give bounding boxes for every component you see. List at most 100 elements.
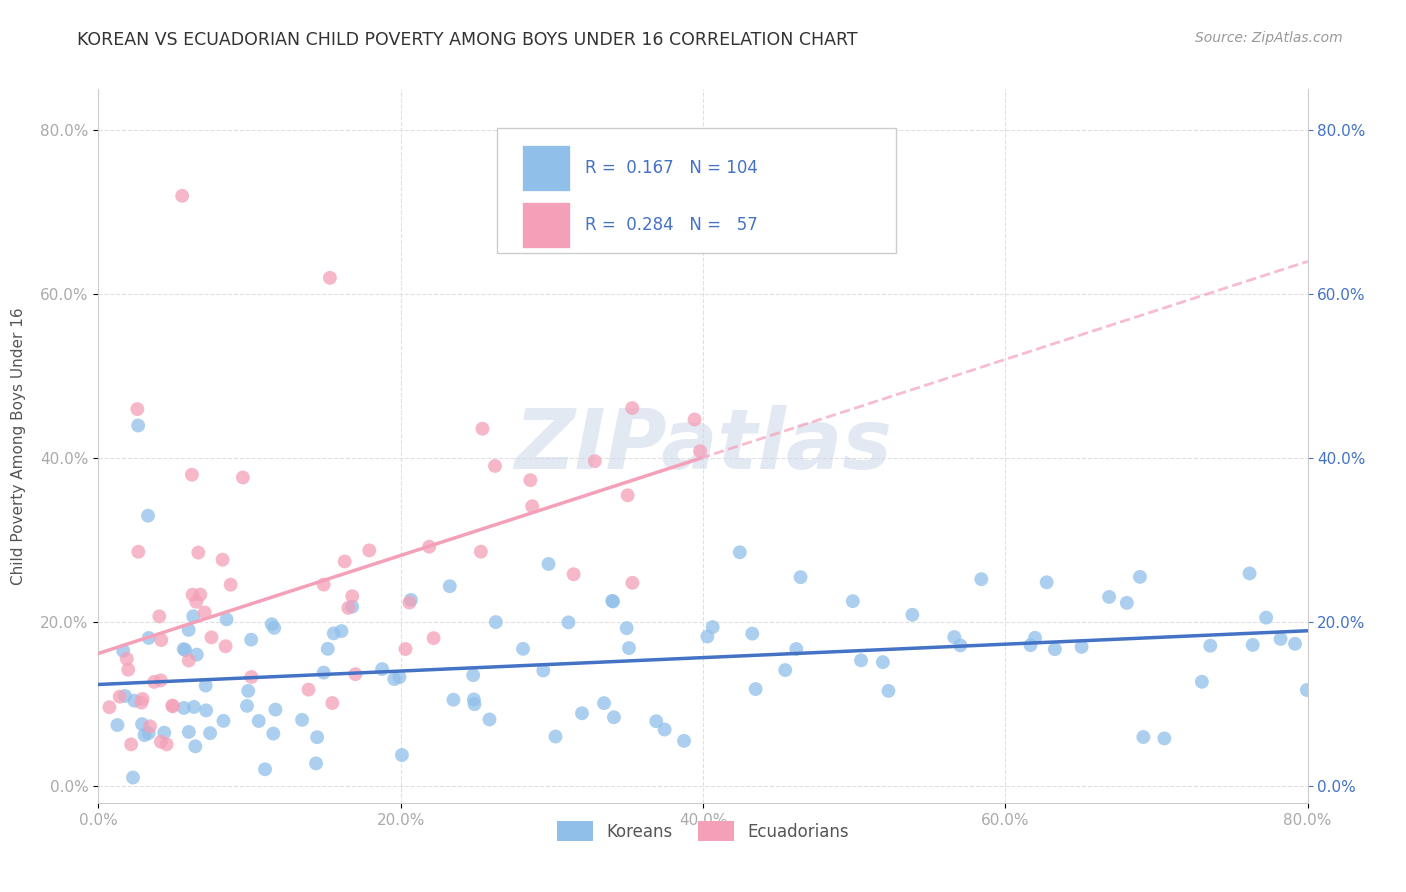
Point	[645, 714, 668, 729]
Point	[398, 595, 420, 609]
Point	[470, 544, 492, 558]
Point	[212, 714, 235, 728]
Point	[173, 701, 195, 715]
Point	[1199, 639, 1222, 653]
Point	[262, 726, 284, 740]
Text: R =  0.167   N = 104: R = 0.167 N = 104	[585, 159, 758, 177]
Point	[162, 699, 184, 714]
Point	[617, 641, 640, 656]
Point	[471, 422, 494, 436]
Point	[307, 730, 329, 744]
Point	[117, 663, 139, 677]
Point	[603, 710, 626, 724]
Point	[247, 714, 270, 728]
Point	[872, 655, 894, 669]
Point	[689, 444, 711, 458]
Text: R =  0.284   N =   57: R = 0.284 N = 57	[585, 216, 758, 234]
Point	[297, 682, 319, 697]
Point	[512, 641, 534, 656]
Point	[105, 718, 128, 732]
Point	[785, 642, 807, 657]
Point	[112, 644, 135, 658]
Point	[181, 467, 204, 482]
Point	[485, 615, 508, 629]
Point	[172, 189, 194, 203]
Point	[240, 632, 263, 647]
Point	[463, 668, 485, 682]
Point	[1115, 596, 1137, 610]
Text: ZIPatlas: ZIPatlas	[515, 406, 891, 486]
Point	[131, 717, 153, 731]
Point	[260, 617, 283, 632]
Point	[136, 508, 159, 523]
Point	[177, 623, 200, 637]
Point	[696, 630, 718, 644]
Point	[1284, 637, 1306, 651]
Point	[131, 696, 153, 710]
Point	[1019, 638, 1042, 652]
Point	[219, 577, 242, 591]
Point	[418, 540, 440, 554]
Point	[181, 588, 204, 602]
Point	[1241, 638, 1264, 652]
Point	[127, 402, 149, 417]
Point	[1024, 631, 1046, 645]
Point	[422, 631, 444, 645]
Point	[312, 665, 335, 680]
Point	[214, 640, 236, 654]
Point	[181, 609, 204, 624]
Point	[305, 756, 328, 771]
Point	[1098, 590, 1121, 604]
Point	[198, 726, 221, 740]
Point	[177, 725, 200, 739]
Point	[593, 696, 616, 710]
Point	[124, 694, 146, 708]
Point	[316, 641, 339, 656]
Point	[1043, 642, 1066, 657]
Point	[344, 667, 367, 681]
Point	[156, 737, 179, 751]
Point	[654, 723, 676, 737]
Point	[330, 624, 353, 638]
Point	[621, 401, 644, 415]
Point	[382, 672, 405, 686]
Point	[149, 735, 172, 749]
Y-axis label: Child Poverty Among Boys Under 16: Child Poverty Among Boys Under 16	[11, 307, 27, 585]
Point	[127, 418, 149, 433]
FancyBboxPatch shape	[522, 202, 569, 248]
Point	[463, 697, 485, 711]
Point	[602, 594, 624, 608]
Point	[138, 726, 160, 740]
Point	[621, 575, 644, 590]
Point	[139, 719, 162, 733]
Point	[842, 594, 865, 608]
Point	[184, 739, 207, 754]
Point	[522, 500, 544, 514]
Text: Source: ZipAtlas.com: Source: ZipAtlas.com	[1195, 31, 1343, 45]
Point	[173, 642, 195, 657]
Point	[394, 642, 416, 657]
Point	[399, 593, 422, 607]
Point	[240, 670, 263, 684]
Point	[1035, 575, 1057, 590]
Point	[291, 713, 314, 727]
Point	[849, 653, 872, 667]
Point	[337, 600, 360, 615]
Text: KOREAN VS ECUADORIAN CHILD POVERTY AMONG BOYS UNDER 16 CORRELATION CHART: KOREAN VS ECUADORIAN CHILD POVERTY AMONG…	[77, 31, 858, 49]
Point	[340, 599, 363, 614]
Point	[253, 762, 276, 776]
Point	[616, 621, 638, 635]
Point	[321, 696, 343, 710]
Point	[877, 684, 900, 698]
Point	[583, 454, 606, 468]
Point	[673, 734, 696, 748]
Point	[264, 702, 287, 716]
Point	[183, 700, 205, 714]
Point	[148, 609, 170, 624]
FancyBboxPatch shape	[498, 128, 897, 253]
Point	[333, 554, 356, 568]
Point	[187, 545, 209, 559]
Point	[537, 557, 560, 571]
Point	[441, 692, 464, 706]
Point	[150, 633, 173, 648]
